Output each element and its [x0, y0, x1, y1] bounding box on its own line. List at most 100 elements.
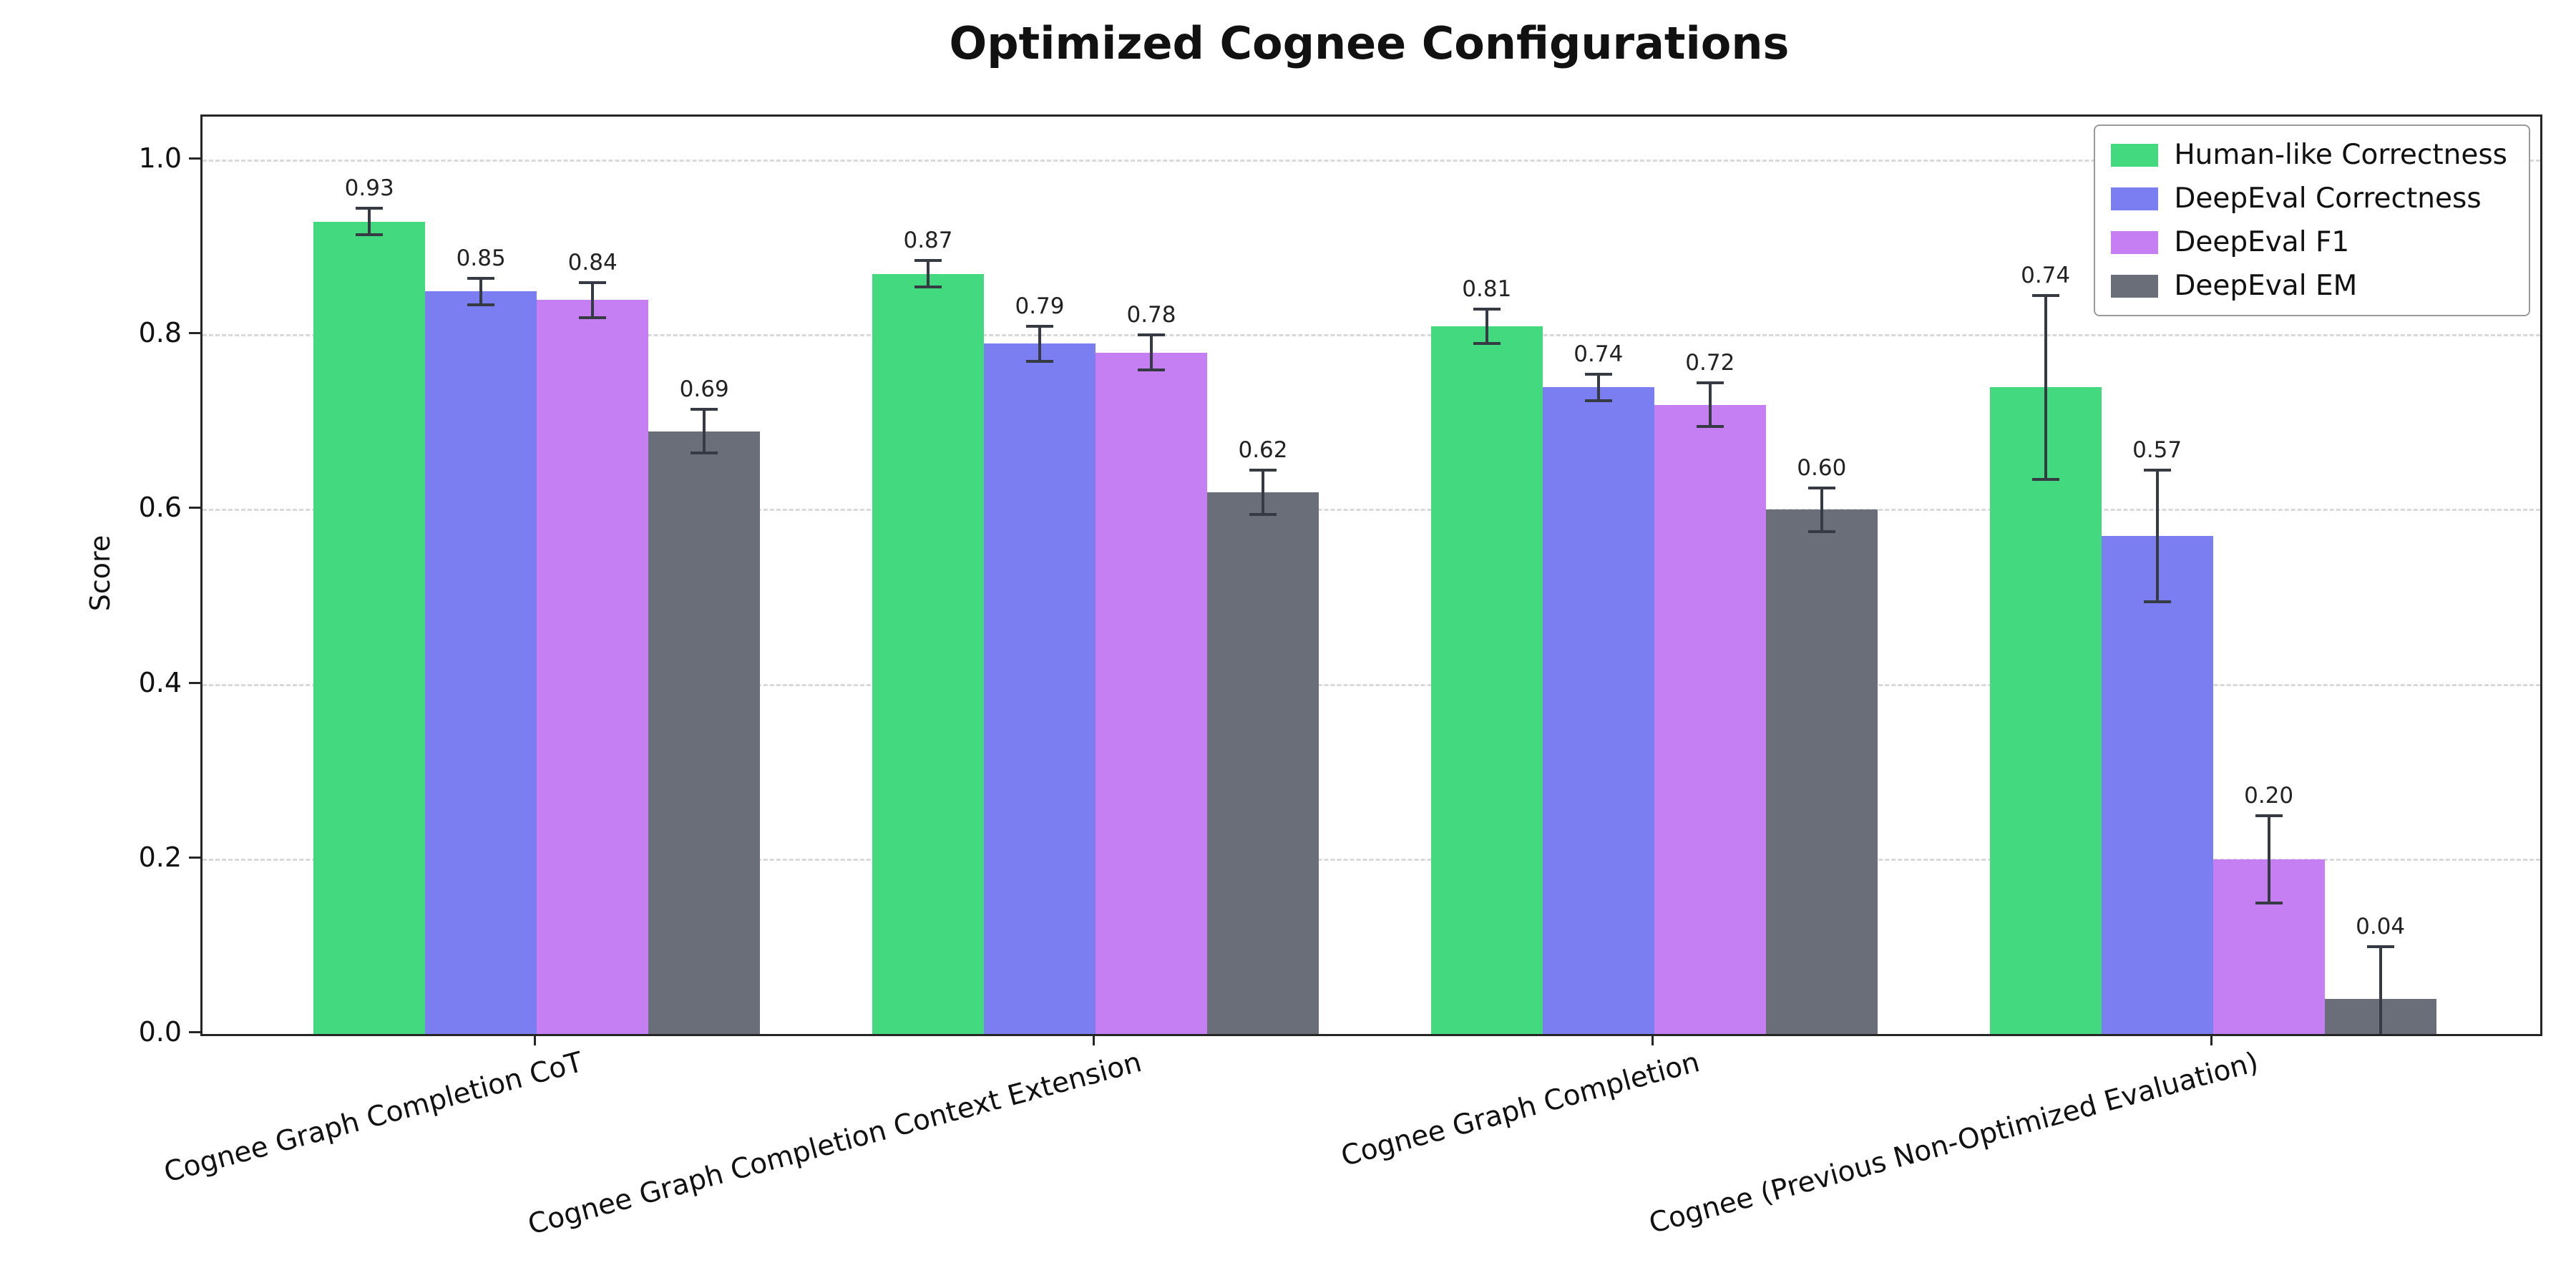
error-bar-cap-bottom	[1025, 359, 1053, 363]
error-bar-cap-top	[2366, 945, 2394, 948]
error-bar-line	[1038, 326, 1041, 361]
bar-1-cat-2	[872, 273, 984, 1034]
bar-4-cat-3	[1765, 509, 1878, 1034]
error-bar-cap-bottom	[1584, 399, 1612, 402]
bar-3-cat-1	[537, 300, 649, 1034]
error-bar-cap-bottom	[914, 286, 942, 289]
value-label: 0.72	[1685, 350, 1735, 376]
value-label: 0.87	[903, 228, 953, 254]
error-bar-cap-top	[691, 408, 718, 411]
bar-1-cat-4	[1989, 387, 2102, 1034]
x-category-label: Cognee Graph Completion CoT	[160, 1046, 586, 1189]
x-tick-mark	[2210, 1034, 2212, 1045]
error-bar-line	[1261, 470, 1264, 514]
error-bar-cap-top	[1137, 333, 1165, 337]
error-bar-line	[368, 208, 371, 235]
x-category-label: Cognee Graph Completion	[1338, 1046, 1704, 1174]
error-bar-line	[2155, 470, 2159, 602]
error-bar-line	[2267, 815, 2270, 903]
gridline	[203, 334, 2540, 337]
legend-label: DeepEval EM	[2174, 270, 2358, 302]
y-tick-mark	[189, 681, 200, 684]
error-bar-line	[591, 282, 595, 318]
error-bar-cap-bottom	[1807, 530, 1835, 533]
bar-4-cat-2	[1206, 492, 1319, 1034]
value-label: 0.81	[1462, 275, 1512, 302]
x-category-label: Cognee (Previous Non-Optimized Evaluatio…	[1646, 1046, 2263, 1241]
legend-item: DeepEval Correctness	[2111, 182, 2507, 215]
value-label: 0.20	[2244, 782, 2294, 809]
x-tick-mark	[534, 1034, 537, 1045]
y-tick-mark	[189, 507, 200, 509]
legend-swatch	[2111, 143, 2159, 167]
y-axis-label: Score	[84, 535, 116, 612]
legend-label: DeepEval Correctness	[2174, 182, 2482, 215]
value-label: 0.04	[2356, 913, 2406, 940]
x-category-label: Cognee Graph Completion Context Extensio…	[524, 1046, 1145, 1241]
gridline	[203, 160, 2540, 162]
legend-item: Human-like Correctness	[2111, 139, 2507, 171]
value-label: 0.60	[1797, 454, 1847, 481]
value-label: 0.57	[2132, 437, 2182, 464]
error-bar-cap-top	[1473, 307, 1501, 311]
error-bar-line	[2044, 296, 2047, 479]
y-tick-mark	[189, 856, 200, 859]
bar-2-cat-1	[425, 291, 537, 1034]
error-bar-line	[479, 278, 483, 305]
error-bar-cap-bottom	[1473, 342, 1501, 346]
value-label: 0.85	[456, 245, 506, 271]
error-bar-line	[1820, 487, 1823, 532]
bar-4-cat-1	[648, 431, 761, 1034]
error-bar-cap-bottom	[467, 303, 495, 306]
error-bar-cap-bottom	[356, 233, 384, 236]
error-bar-cap-top	[2031, 294, 2059, 298]
bar-2-cat-2	[983, 343, 1096, 1034]
error-bar-cap-top	[579, 280, 607, 284]
error-bar-cap-top	[1025, 325, 1053, 328]
error-bar-cap-top	[1696, 381, 1724, 385]
y-tick-mark	[189, 157, 200, 160]
error-bar-cap-bottom	[1249, 512, 1277, 516]
value-label: 0.84	[567, 249, 618, 275]
legend-label: DeepEval F1	[2174, 226, 2350, 258]
legend-item: DeepEval EM	[2111, 270, 2507, 302]
value-label: 0.74	[2021, 263, 2071, 289]
legend-swatch	[2111, 274, 2159, 298]
error-bar-line	[2379, 946, 2382, 1034]
error-bar-cap-bottom	[579, 316, 607, 319]
y-tick-label: 0.2	[138, 841, 182, 873]
y-tick-mark	[189, 1031, 200, 1033]
legend-swatch	[2111, 230, 2159, 254]
gridline	[203, 858, 2540, 861]
chart-title: Optimized Cognee Configurations	[949, 17, 1790, 69]
y-tick-mark	[189, 332, 200, 335]
bar-1-cat-3	[1430, 326, 1543, 1034]
error-bar-cap-top	[2143, 469, 2171, 472]
gridline	[203, 509, 2540, 512]
error-bar-line	[926, 260, 930, 288]
error-bar-cap-bottom	[2255, 901, 2283, 904]
value-label: 0.93	[344, 175, 394, 202]
error-bar-cap-top	[1249, 469, 1277, 472]
error-bar-line	[1596, 374, 1600, 401]
bar-2-cat-3	[1542, 387, 1654, 1034]
error-bar-cap-bottom	[2143, 600, 2171, 603]
legend-swatch	[2111, 187, 2159, 210]
gridline	[203, 683, 2540, 686]
error-bar-cap-bottom	[1137, 369, 1165, 372]
y-tick-label: 0.6	[138, 492, 182, 524]
error-bar-cap-bottom	[2031, 477, 2059, 481]
value-label: 0.74	[1574, 341, 1624, 368]
value-label: 0.62	[1238, 437, 1288, 464]
legend: Human-like Correctness DeepEval Correctne…	[2094, 125, 2530, 316]
error-bar-cap-top	[467, 276, 495, 280]
error-bar-line	[1485, 308, 1488, 344]
error-bar-line	[1708, 383, 1712, 427]
x-tick-mark	[1092, 1034, 1095, 1045]
error-bar-line	[1149, 335, 1153, 371]
bar-3-cat-3	[1654, 404, 1766, 1034]
bar-2-cat-4	[2101, 536, 2213, 1034]
error-bar-cap-top	[1807, 486, 1835, 489]
error-bar-cap-bottom	[691, 452, 718, 455]
